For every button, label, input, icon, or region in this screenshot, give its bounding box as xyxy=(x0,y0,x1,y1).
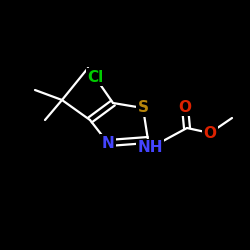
Text: N: N xyxy=(102,136,114,150)
Text: O: O xyxy=(204,126,216,140)
Text: O: O xyxy=(178,100,192,114)
Text: Cl: Cl xyxy=(87,70,103,84)
Text: NH: NH xyxy=(137,140,163,156)
Text: S: S xyxy=(138,100,148,116)
